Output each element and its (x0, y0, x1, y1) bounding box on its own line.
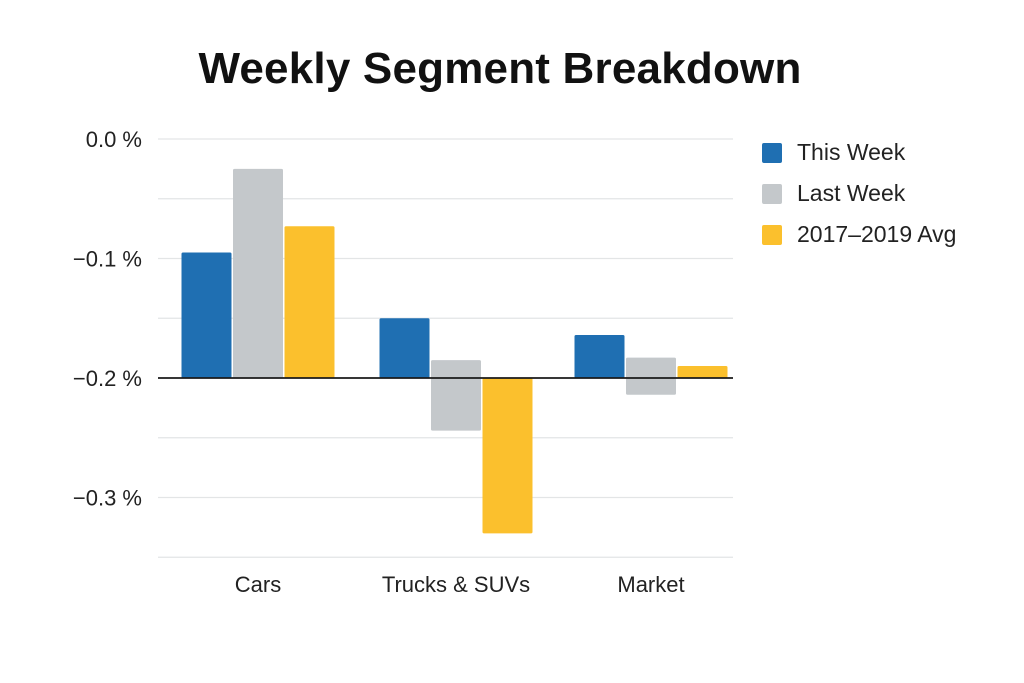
y-tick-label: −0.3 % (73, 486, 142, 511)
legend-swatch (762, 183, 782, 204)
legend-label: This Week (797, 139, 906, 165)
bar-last-week-trucks-suvs (431, 360, 481, 431)
legend-item: This Week (762, 132, 956, 173)
bar-this-week-trucks-suvs (379, 318, 430, 378)
legend-label: 2017–2019 Avg (797, 221, 957, 247)
legend-swatch (762, 142, 782, 163)
y-tick-label: −0.1 % (73, 247, 142, 272)
x-category-label: Cars (235, 572, 281, 597)
x-category-label: Trucks & SUVs (382, 572, 530, 597)
bar-2017-2019-avg-cars (284, 226, 335, 378)
bar-2017-2019-avg-market (677, 366, 728, 378)
chart-title: Weekly Segment Breakdown (198, 44, 802, 93)
legend: This Week Last Week 2017–2019 Avg (762, 132, 956, 255)
bar-this-week-market (574, 334, 625, 378)
bar-2017-2019-avg-trucks-suvs (482, 378, 533, 534)
y-tick-label: 0.0 % (86, 127, 142, 152)
bar-this-week-cars (181, 252, 232, 378)
y-tick-label: −0.2 % (73, 366, 142, 391)
legend-swatch (762, 224, 782, 245)
bars (181, 168, 728, 534)
axis: 0.0 % −0.1 % −0.2 % −0.3 % Cars Trucks & SUVs… (73, 127, 733, 597)
bar-last-week-cars (233, 168, 283, 378)
x-category-label: Market (617, 572, 684, 597)
legend-label: Last Week (797, 180, 906, 206)
legend-item: 2017–2019 Avg (762, 214, 956, 255)
bar-last-week-market (626, 357, 676, 395)
legend-item: Last Week (762, 173, 956, 214)
